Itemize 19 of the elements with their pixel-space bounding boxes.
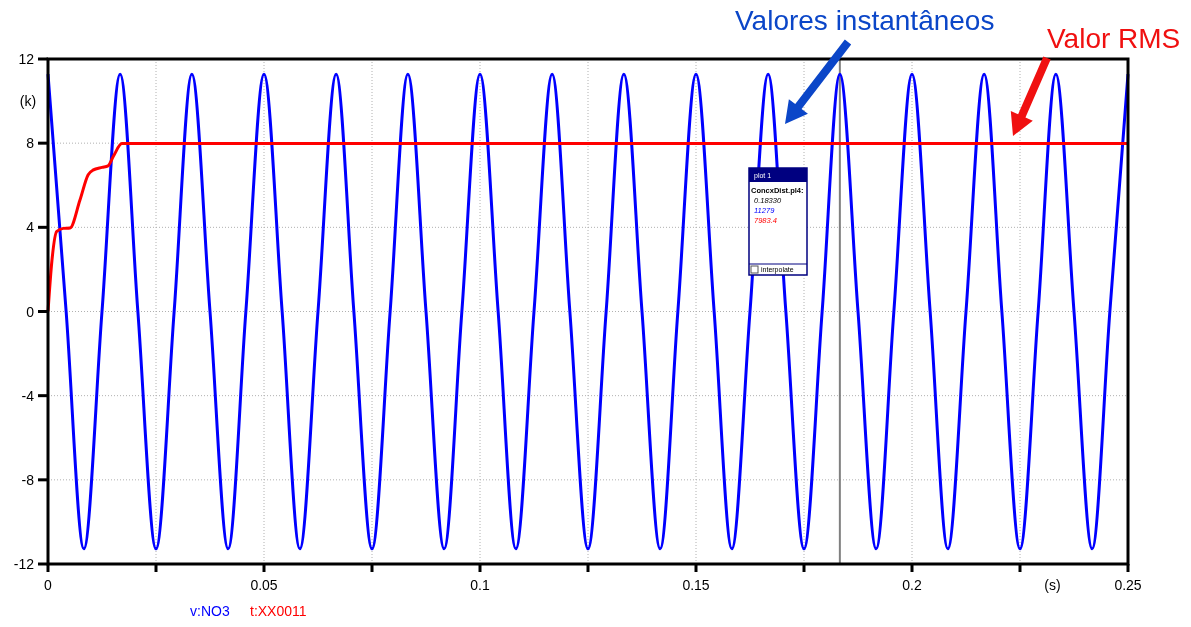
text: Valores instantâneos — [735, 5, 995, 36]
x-tick-label: 0.05 — [250, 577, 278, 593]
y-tick-label: 8 — [26, 135, 35, 152]
text: Valor RMS — [1047, 23, 1181, 54]
y-tick-label: -4 — [21, 387, 35, 404]
x-tick-label: 0.2 — [902, 577, 922, 593]
text: t:XX0011 — [250, 603, 307, 619]
y-tick-label: -8 — [21, 471, 35, 488]
y-tick-label: 4 — [26, 219, 35, 236]
x-tick-label: 0 — [44, 577, 53, 593]
x-tick-label: 0.15 — [682, 577, 710, 593]
text: v:NO3 — [190, 603, 230, 619]
y-tick-label: -12 — [13, 556, 35, 572]
x-tick-label: 0.25 — [1114, 577, 1142, 593]
y-tick-label: 0 — [26, 303, 35, 320]
y-axis-title: (k) — [19, 93, 37, 110]
x-tick-label: 0.1 — [470, 577, 490, 593]
x-axis-title: (s) — [1044, 577, 1061, 593]
y-tick-label: 12 — [18, 51, 35, 67]
